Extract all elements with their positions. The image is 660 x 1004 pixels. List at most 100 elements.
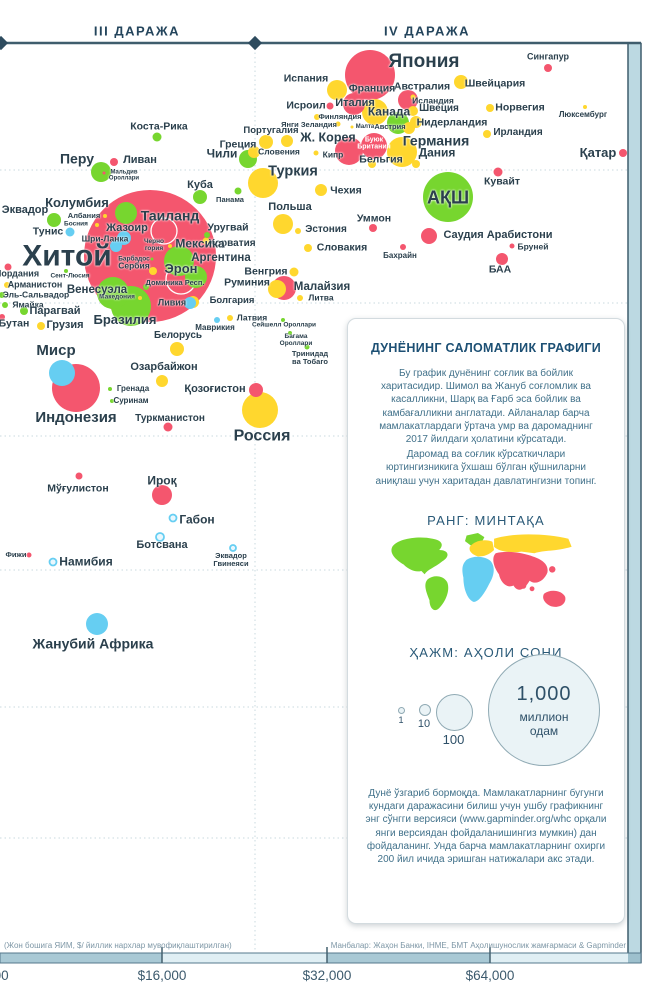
bubble-Словакия — [304, 244, 312, 252]
bubble-Ироқ — [152, 485, 172, 505]
color-legend-title: РАНГ: МИНТАҚА — [427, 513, 545, 528]
panel-paragraph-3: Дунё ўзгариб бормоқда. Мамлакатларнинг б… — [365, 788, 607, 865]
bubble-Кувайт — [493, 167, 503, 177]
bubble-Хорватия — [202, 237, 210, 245]
panel-paragraph-2: Даромад ва соғлик кўрсаткичлари юртингиз… — [375, 449, 597, 487]
country-label-Латвия: Латвия — [236, 312, 268, 323]
bubble-Намибия — [48, 557, 58, 567]
country-label-Миср: Миср — [36, 342, 76, 360]
bubble-Фижи — [26, 552, 32, 558]
size-legend-title: ҲАЖМ: АҲОЛИ СОНИ — [409, 645, 563, 660]
country-label-Багама Ороллари: Багама Ороллари — [279, 333, 313, 347]
bubble-Барбадос — [150, 257, 154, 261]
axis-diamond-marker — [0, 35, 9, 51]
country-label-Чехия: Чехия — [330, 184, 362, 197]
bubble-Суринам — [110, 399, 114, 403]
country-label-Финляндия: Финляндия — [318, 112, 362, 122]
bubble-Куба — [193, 190, 207, 204]
country-label-Қатар: Қатар — [579, 145, 617, 161]
x-axis-tick-label: $16,000 — [137, 968, 187, 983]
size-legend-unit-million: миллион — [519, 709, 569, 724]
bubble-Португалия — [281, 135, 293, 147]
bubble-Эквадор — [47, 213, 61, 227]
country-label-Канада: Канада — [367, 104, 411, 119]
bubble-Ливан — [110, 158, 118, 166]
bubble-Ливия — [184, 297, 196, 309]
country-label-Польша: Польша — [268, 201, 312, 214]
country-label-Ж. Корея: Ж. Корея — [300, 130, 356, 145]
country-label-Коста-Рика: Коста-Рика — [130, 120, 188, 133]
country-label-Уругвай: Уругвай — [207, 221, 249, 234]
x-axis-bar-segment — [327, 953, 490, 963]
bubble-Греция — [259, 135, 273, 149]
bubble-Исроил — [326, 102, 334, 110]
bubble-Белорусь — [170, 342, 184, 356]
bubble-Колумбия — [115, 202, 137, 224]
country-label-Албания: Албания — [67, 211, 101, 221]
map-japan — [549, 566, 556, 573]
size-legend-label-10: 10 — [417, 718, 431, 730]
bubble-Чехия — [315, 184, 327, 196]
bubble-Бахрайн — [400, 244, 406, 250]
bubble-Македония — [138, 296, 142, 300]
country-label-Колумбия: Колумбия — [45, 195, 109, 211]
x-axis-tick-mark — [326, 947, 328, 963]
country-label-Бахрайн: Бахрайн — [383, 250, 417, 260]
bubble-Бруней — [509, 243, 515, 249]
bubble-Гренада — [108, 387, 112, 391]
country-label-Намибия: Намибия — [59, 554, 113, 569]
size-legend-label-1000: 1,000 — [516, 682, 572, 705]
bubble-Ирландия — [483, 130, 491, 138]
country-label-Грузия: Грузия — [46, 319, 84, 332]
country-label-Эль-Сальвадор: Эль-Сальвадор — [2, 289, 70, 300]
country-label-Бельгия: Бельгия — [359, 153, 403, 166]
country-label-Исроил: Исроил — [286, 99, 326, 112]
bubble-Жазоир — [117, 231, 131, 245]
country-label-Маврикия: Маврикия — [195, 322, 235, 332]
bubble-Арманистон — [4, 282, 10, 288]
bubble-Финляндия — [314, 114, 320, 120]
country-label-Нидерландия: Нидерландия — [416, 116, 488, 129]
country-label-Янги Зеландия: Янги Зеландия — [281, 120, 337, 130]
country-label-Куба: Куба — [187, 179, 213, 192]
panel-title: ДУНЁНИНГ САЛОМАТЛИК ГРАФИГИ — [370, 341, 602, 355]
country-label-Жазоир: Жазоир — [106, 222, 148, 235]
bubble-Аргентина — [185, 266, 207, 288]
country-label-Белорусь: Белорусь — [153, 329, 203, 341]
world-map-region-legend — [391, 533, 572, 611]
income-level-4-label: IV ДАРАЖА — [383, 23, 471, 39]
x-axis-bar-outline — [0, 952, 642, 964]
country-label-Ливия: Ливия — [157, 297, 187, 308]
bubble-Таиланд — [150, 217, 178, 245]
bubble-Германия — [387, 137, 417, 167]
country-label-Швеция: Швеция — [419, 102, 459, 114]
info-panel: ДУНЁНИНГ САЛОМАТЛИК ГРАФИГИ Бу график ду… — [347, 318, 625, 924]
country-label-Португалия: Португалия — [243, 125, 299, 137]
bubble-Босния — [95, 223, 99, 227]
country-label-Малайзия: Малайзия — [293, 280, 351, 293]
country-label-Сингапур: Сингапур — [526, 51, 570, 62]
country-label-Эрон: Эрон — [164, 261, 198, 277]
bubble-Дания — [412, 160, 420, 168]
country-label-Габон: Габон — [179, 512, 215, 527]
country-label-Чили: Чили — [206, 146, 238, 161]
country-label-Россия: Россия — [233, 427, 291, 445]
country-label-Арманистон: Арманистон — [7, 279, 63, 290]
country-label-Венесуэла: Венесуэла — [66, 283, 128, 296]
country-label-Малта: Малта — [355, 123, 375, 130]
x-axis-bar-segment — [628, 953, 641, 963]
country-label-Перу: Перу — [59, 150, 95, 167]
country-label-Исландия: Исландия — [412, 95, 454, 106]
bubble-Мўғулистон — [75, 472, 83, 480]
bubble-Мальдив Ороллари — [102, 171, 106, 175]
bubble-Жанубий Африка — [86, 613, 108, 635]
bubble-Габон — [168, 513, 178, 523]
country-label-Ботсвана: Ботсвана — [136, 539, 188, 552]
bubble-Доминика Респ. — [143, 284, 149, 290]
bubble-Тунис — [65, 227, 75, 237]
map-north-america — [391, 537, 448, 575]
country-label-Аргентина: Аргентина — [191, 251, 251, 264]
country-label-Люксембург: Люксембург — [558, 109, 608, 119]
size-legend-circle-100 — [436, 694, 473, 731]
